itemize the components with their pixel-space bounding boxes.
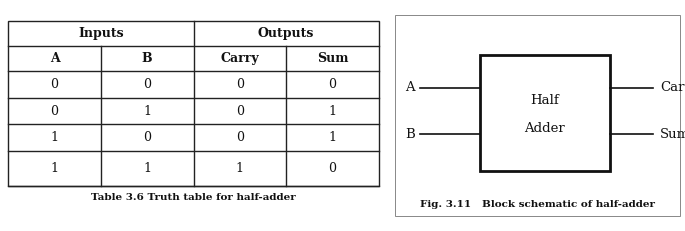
Text: Carry: Carry — [660, 81, 685, 94]
Text: 0: 0 — [143, 78, 151, 91]
Text: 1: 1 — [143, 105, 151, 118]
Text: 0: 0 — [236, 131, 244, 144]
Text: Adder: Adder — [525, 122, 565, 135]
Text: B: B — [142, 52, 153, 65]
Text: Half: Half — [531, 94, 559, 107]
Text: Table 3.6 Truth table for half-adder: Table 3.6 Truth table for half-adder — [91, 193, 296, 202]
Text: Inputs: Inputs — [78, 27, 124, 40]
Text: 1: 1 — [329, 105, 336, 118]
Text: 0: 0 — [329, 162, 336, 175]
Text: 1: 1 — [51, 162, 58, 175]
Text: 1: 1 — [143, 162, 151, 175]
Bar — [480, 55, 610, 171]
Text: 0: 0 — [329, 78, 336, 91]
Text: A: A — [405, 81, 414, 94]
Text: Sum: Sum — [316, 52, 348, 65]
Text: 0: 0 — [143, 131, 151, 144]
Text: 0: 0 — [51, 78, 58, 91]
Text: 1: 1 — [51, 131, 58, 144]
Text: Sum: Sum — [660, 128, 685, 141]
Text: Fig. 3.11   Block schematic of half-adder: Fig. 3.11 Block schematic of half-adder — [420, 200, 656, 209]
Text: Outputs: Outputs — [258, 27, 314, 40]
Text: 0: 0 — [236, 105, 244, 118]
Text: 0: 0 — [236, 78, 244, 91]
Text: B: B — [405, 128, 414, 141]
Text: 1: 1 — [329, 131, 336, 144]
Text: 0: 0 — [51, 105, 58, 118]
Text: A: A — [49, 52, 60, 65]
Text: 1: 1 — [236, 162, 244, 175]
Text: Carry: Carry — [221, 52, 259, 65]
Bar — [8, 21, 379, 185]
